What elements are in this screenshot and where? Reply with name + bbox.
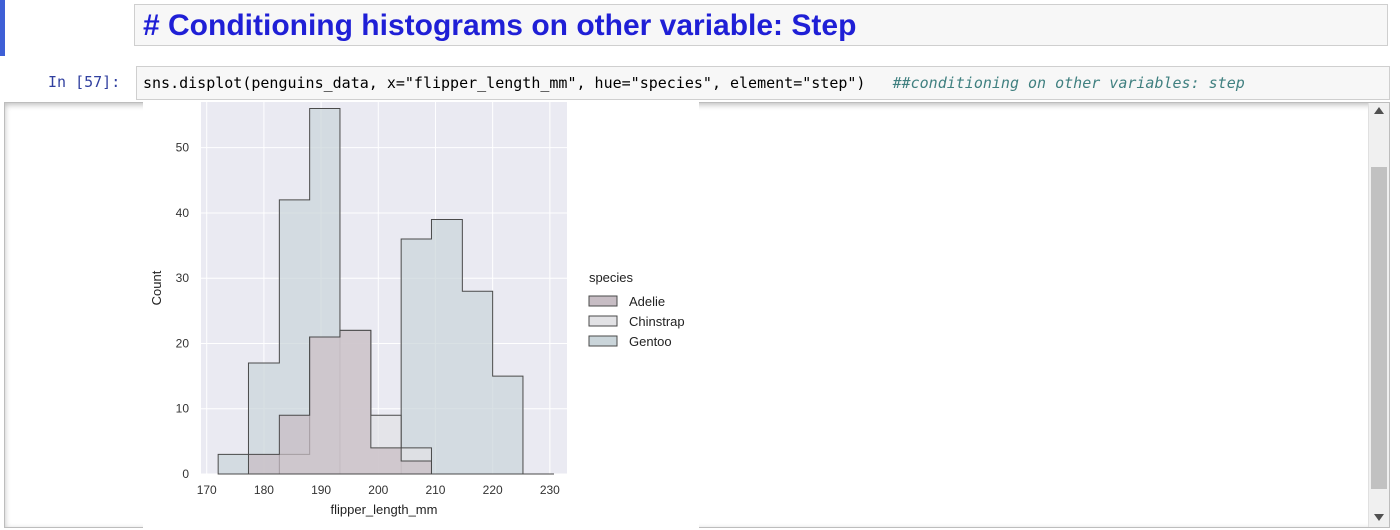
scroll-thumb[interactable] — [1371, 167, 1387, 489]
code-comment: ##conditioning on other variables: step — [892, 74, 1245, 92]
output-scrollbar[interactable] — [1368, 103, 1389, 527]
histogram-chart: 170 180 190 200 210 220 230 0 10 20 30 40 50 flipper_… — [149, 102, 685, 517]
histogram-figure: 170 180 190 200 210 220 230 0 10 20 30 40 50 flipper_… — [143, 102, 699, 528]
code-statement: sns.displot(penguins_data, x="flipper_le… — [143, 74, 866, 92]
scroll-up-arrow-icon[interactable] — [1374, 107, 1384, 114]
y-tick-label: 20 — [176, 336, 190, 350]
x-tick-label: 200 — [368, 483, 388, 497]
x-tick-label: 190 — [311, 483, 331, 497]
input-prompt: In [57]: — [48, 73, 121, 91]
legend-swatch-chinstrap — [588, 315, 618, 327]
cell-selection-indicator — [0, 0, 5, 56]
y-axis-label: Count — [149, 270, 164, 305]
legend-swatch-gentoo — [588, 335, 618, 347]
markdown-cell[interactable]: # Conditioning histograms on other varia… — [134, 4, 1388, 46]
x-tick-label: 180 — [254, 483, 274, 497]
x-tick-label: 230 — [540, 483, 560, 497]
y-tick-label: 0 — [182, 467, 189, 481]
legend-swatch-adelie — [588, 295, 618, 307]
markdown-heading: # Conditioning histograms on other varia… — [143, 9, 857, 42]
code-cell-input[interactable]: sns.displot(penguins_data, x="flipper_le… — [136, 66, 1390, 100]
y-tick-label: 40 — [176, 206, 190, 220]
legend-label-gentoo: Gentoo — [629, 334, 672, 349]
x-tick-label: 220 — [483, 483, 503, 497]
x-tick-label: 170 — [197, 483, 217, 497]
series-step-adelie — [218, 329, 554, 475]
legend-label-adelie: Adelie — [629, 294, 665, 309]
legend-label-chinstrap: Chinstrap — [629, 314, 685, 329]
y-tick-label: 10 — [176, 402, 190, 416]
code-line: sns.displot(penguins_data, x="flipper_le… — [143, 74, 1245, 92]
y-tick-label: 30 — [176, 271, 190, 285]
x-tick-label: 210 — [425, 483, 445, 497]
x-axis-label: flipper_length_mm — [331, 502, 438, 517]
y-tick-label: 50 — [176, 141, 190, 155]
scroll-down-arrow-icon[interactable] — [1374, 514, 1384, 521]
legend-title: species — [589, 270, 634, 285]
